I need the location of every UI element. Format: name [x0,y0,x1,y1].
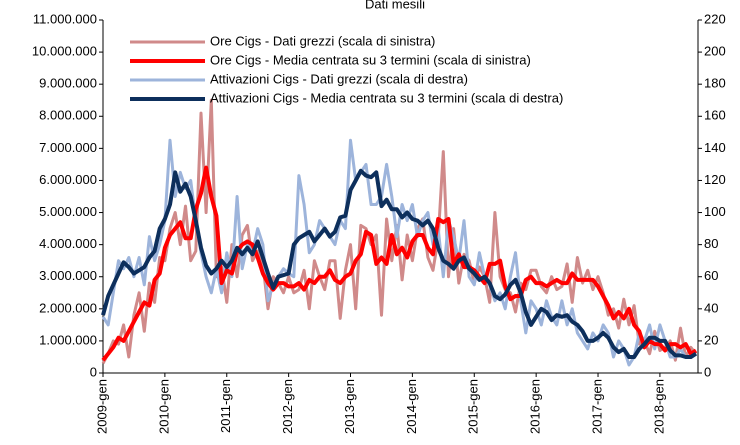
y-tick-label: 1.000.000 [39,332,97,347]
legend-label: Attivazioni Cigs - Media centrata su 3 t… [210,90,563,105]
legend-label: Ore Cigs - Media centrata su 3 termini (… [210,52,531,67]
y2-tick-label: 0 [704,364,711,379]
y-tick-label: 3.000.000 [39,268,97,283]
y-tick-label: 8.000.000 [39,108,97,123]
y-tick-label: 7.000.000 [39,140,97,155]
x-tick-label: 2017-gen [589,379,604,434]
y-tick-label: 0 [90,364,97,379]
y2-tick-label: 100 [704,204,726,219]
y-tick-label: 2.000.000 [39,300,97,315]
y-tick-label: 6.000.000 [39,172,97,187]
legend-label: Ore Cigs - Dati grezzi (scala di sinistr… [210,33,435,48]
chart-title: Dati mesili [365,0,425,11]
series-line [101,165,698,362]
y-tick-label: 11.000.000 [33,11,97,26]
x-tick-label: 2015-gen [466,379,481,434]
y-tick-label: 9.000.000 [39,76,97,91]
y2-tick-label: 120 [704,172,726,187]
x-tick-label: 2013-gen [342,379,357,434]
series-line [101,168,698,359]
y2-tick-label: 40 [704,300,718,315]
x-tick-label: 2009-gen [94,379,109,434]
y-tick-label: 4.000.000 [39,236,97,251]
y2-tick-label: 140 [704,140,726,155]
x-tick-label: 2016-gen [528,379,543,434]
x-tick-label: 2012-gen [280,379,295,434]
x-tick-label: 2018-gen [651,379,666,434]
legend-label: Attivazioni Cigs - Dati grezzi (scala di… [210,71,468,86]
y2-tick-label: 180 [704,76,726,91]
y2-tick-label: 220 [704,11,726,26]
x-tick-label: 2014-gen [404,379,419,434]
y2-tick-label: 200 [704,44,726,59]
y2-tick-label: 60 [704,268,718,283]
y-tick-label: 5.000.000 [39,204,97,219]
y2-tick-label: 80 [704,236,718,251]
y2-tick-label: 160 [704,108,726,123]
y2-tick-label: 20 [704,332,718,347]
x-tick-label: 2011-gen [218,379,233,433]
x-tick-label: 2010-gen [156,379,171,434]
y-tick-label: 10.000.000 [32,44,97,59]
